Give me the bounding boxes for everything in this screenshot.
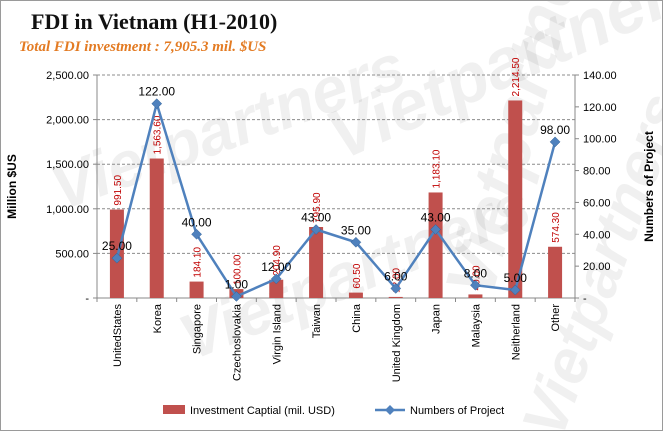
bar [388,296,403,298]
x-tick-label: Japan [431,304,443,334]
legend-swatch-bar [163,405,185,414]
legend-label-line: Numbers of Project [410,405,504,417]
x-tick-label: UnitedStates [112,304,124,367]
chart-title: FDI in Vietnam (H1-2010) [31,9,278,34]
chart-subtitle: Total FDI investment : 7,905.3 mil. $US [19,39,267,55]
line-point [390,283,402,294]
x-tick-label: Neitherland [510,304,522,360]
y-tick-label-right: 140.00 [583,70,617,82]
line-data-label: 25.00 [102,239,132,253]
x-tick-label: China [351,303,363,333]
line-point [350,236,362,248]
legend-label-bar: Investment Captial (mil. USD) [190,405,335,417]
bar [428,192,443,298]
line-data-label: 40.00 [182,215,212,229]
y-tick-label-right: - [583,293,587,305]
x-tick-label: Malaysia [470,303,482,347]
line-point [470,279,481,291]
bar [149,158,164,298]
line-data-label: 12.00 [261,260,291,274]
y-tick-label-left: 500.00 [55,248,89,260]
line-data-label: 98.00 [540,123,570,137]
x-tick-label: Virgin Island [271,304,283,364]
y-tick-label-right: 20.00 [583,261,611,273]
bar-data-label: 60.50 [352,263,363,288]
y-tick-label-left: 1,500.00 [46,159,89,171]
x-tick-label: Czechoslovakia [231,303,243,381]
x-tick-label: United Kingdom [391,304,403,382]
bar-data-label: 574.30 [551,212,562,243]
bar-data-label: 204.90 [272,245,283,276]
legend-swatch-marker [385,405,395,415]
bar-data-label: 795.90 [312,192,323,223]
bar [468,294,483,298]
y-tick-label-left: - [85,293,89,305]
y-tick-label-left: 1,000.00 [46,204,89,216]
y-axis-title-left: Million $US [5,154,19,219]
series-line [115,99,557,298]
y-tick-label-right: 120.00 [583,102,617,114]
bar-data-label: 1,183.10 [432,149,443,188]
bar-data-label: 100.00 [232,254,243,285]
y-tick-label-right: 80.00 [583,166,611,178]
bar [348,292,363,298]
line-point [270,273,282,285]
bar-data-label: 12.00 [392,267,403,292]
bar [508,100,523,298]
x-tick-label: Korea [152,303,164,333]
x-tick-label: Other [550,304,562,332]
line-point [430,224,441,235]
line-point [509,284,521,296]
line-point [111,252,123,264]
bar [309,227,324,298]
bar-data-label: 40.00 [471,265,482,290]
y-tick-label-right: 40.00 [583,229,611,241]
y-tick-label-left: 2,000.00 [46,115,89,127]
line-point [151,98,163,110]
bar-data-label: 1,563.60 [153,115,164,154]
line-data-label: 1.00 [225,277,249,291]
line-data-label: 35.00 [341,223,371,237]
bar [269,279,284,298]
line-data-label: 43.00 [421,211,451,225]
line-data-label: 122.00 [138,85,175,99]
x-tick-label: Taiwan [311,304,323,338]
bar [548,246,563,298]
line-data-label: 5.00 [504,271,528,285]
y-tick-label-right: 60.00 [583,197,611,209]
line-data-label: 8.00 [464,266,488,280]
line-data-label: 6.00 [384,269,408,283]
y-tick-label-left: 2,500.00 [46,70,89,82]
x-tick-label: Singapore [192,304,204,354]
bar-data-label: 184.10 [193,247,204,278]
line-data-label: 43.00 [301,211,331,225]
bar [189,281,204,298]
y-tick-label-right: 100.00 [583,134,617,146]
line-point [231,291,242,302]
line-point [549,136,561,148]
line-point [310,224,322,235]
bar-data-label: 991.50 [113,175,124,206]
bar-data-label: 2,214.50 [511,57,522,96]
y-axis-title-right: Numbers of Project [642,131,656,242]
line-point [191,228,202,240]
